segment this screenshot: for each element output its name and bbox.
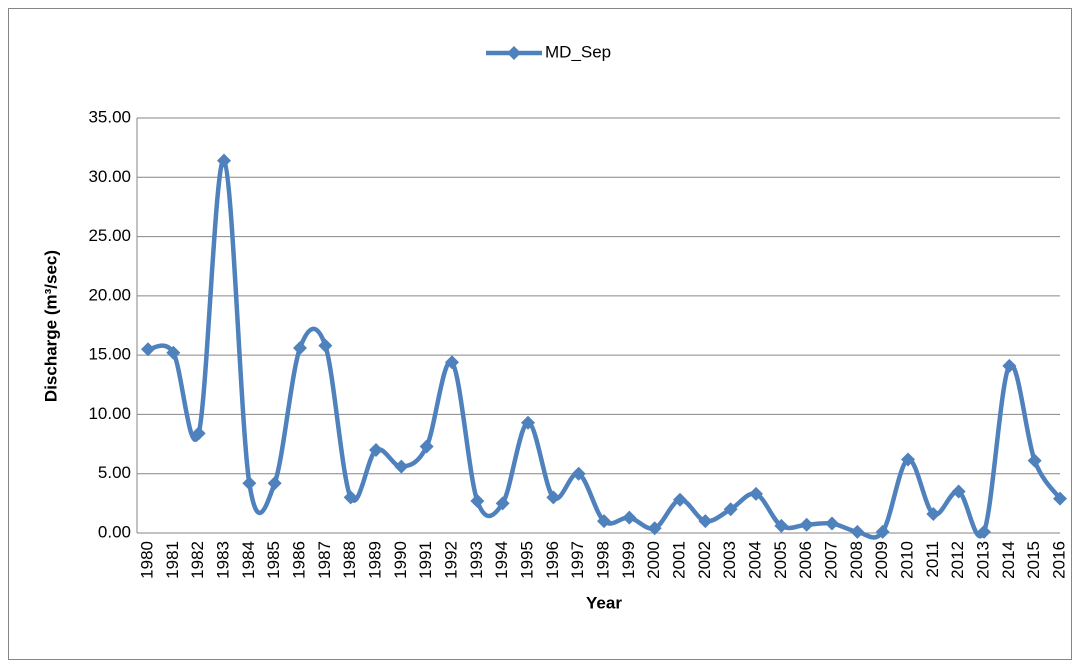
data-point xyxy=(191,426,206,441)
x-axis-title: Year xyxy=(586,593,622,612)
data-point xyxy=(521,415,535,430)
y-tick-label: 35.00 xyxy=(88,107,131,126)
data-point xyxy=(875,524,890,539)
y-tick-label: 0.00 xyxy=(98,522,131,541)
x-tick-label: 2007 xyxy=(821,541,840,579)
x-tick-label: 2006 xyxy=(796,541,815,579)
data-point xyxy=(647,521,662,536)
x-tick-label: 2003 xyxy=(720,541,739,579)
x-tick-label: 1992 xyxy=(441,541,460,579)
data-point xyxy=(141,342,155,357)
x-tick-label: 1999 xyxy=(619,541,638,579)
data-point xyxy=(799,517,814,532)
y-tick-label: 20.00 xyxy=(88,285,131,304)
x-tick-label: 2015 xyxy=(1024,541,1043,579)
x-tick-label: 1998 xyxy=(593,541,612,579)
x-tick-label: 2016 xyxy=(1049,541,1068,579)
x-tick-label: 1986 xyxy=(289,541,308,579)
x-tick-label: 2001 xyxy=(669,541,688,579)
x-tick-label: 2002 xyxy=(695,541,714,579)
x-tick-label: 1982 xyxy=(188,541,207,579)
x-tick-label: 2004 xyxy=(745,541,764,579)
x-tick-label: 1987 xyxy=(315,541,334,579)
x-tick-label: 2000 xyxy=(644,541,663,579)
data-point xyxy=(977,524,991,539)
data-point xyxy=(217,153,231,168)
x-tick-label: 1988 xyxy=(340,541,359,579)
data-point xyxy=(369,443,383,457)
data-point xyxy=(825,516,839,531)
data-point xyxy=(1027,453,1042,468)
data-point xyxy=(267,476,282,491)
x-tick-label: 1995 xyxy=(517,541,536,579)
data-point xyxy=(749,486,763,501)
data-point xyxy=(723,502,738,517)
data-point xyxy=(571,466,586,481)
data-point xyxy=(774,518,789,533)
data-point xyxy=(901,452,915,467)
x-tick-label: 2013 xyxy=(973,541,992,579)
x-tick-label: 1980 xyxy=(137,541,156,579)
data-point xyxy=(445,355,459,370)
x-tick-label: 2008 xyxy=(847,541,866,579)
y-tick-label: 30.00 xyxy=(88,167,131,186)
x-tick-label: 2014 xyxy=(999,541,1018,579)
data-point xyxy=(546,490,561,505)
data-point xyxy=(318,338,333,353)
x-tick-label: 1989 xyxy=(365,541,384,579)
legend-marker xyxy=(507,46,521,60)
data-point xyxy=(394,459,409,474)
y-tick-label: 15.00 xyxy=(88,345,131,364)
x-tick-label: 2005 xyxy=(771,541,790,579)
x-tick-label: 1991 xyxy=(416,541,435,579)
data-point xyxy=(850,524,865,539)
x-tick-label: 1981 xyxy=(163,541,182,579)
x-tick-label: 1984 xyxy=(239,541,258,579)
data-point xyxy=(343,490,358,505)
data-point xyxy=(419,439,434,454)
y-tick-label: 5.00 xyxy=(98,463,131,482)
chart-frame xyxy=(8,8,1072,660)
data-point xyxy=(926,507,941,522)
x-tick-label: 2011 xyxy=(923,541,942,578)
x-tick-label: 1997 xyxy=(568,541,587,579)
x-tick-label: 1985 xyxy=(264,541,283,579)
data-point xyxy=(293,341,307,356)
data-point xyxy=(495,496,510,511)
data-point xyxy=(698,514,713,529)
x-tick-label: 2012 xyxy=(948,541,967,579)
y-axis-title: Discharge (m³/sec) xyxy=(41,250,60,402)
x-tick-label: 2009 xyxy=(872,541,891,579)
data-point xyxy=(622,510,637,525)
data-point xyxy=(1002,358,1017,373)
data-point xyxy=(951,484,966,499)
y-tick-label: 10.00 xyxy=(88,404,131,423)
x-tick-label: 1990 xyxy=(391,541,410,579)
x-tick-label: 1993 xyxy=(467,541,486,579)
x-tick-label: 2010 xyxy=(897,541,916,579)
x-tick-label: 1994 xyxy=(492,541,511,579)
data-point xyxy=(673,492,687,507)
y-tick-label: 25.00 xyxy=(88,226,131,245)
data-point xyxy=(1053,491,1067,506)
x-tick-label: 1996 xyxy=(543,541,562,579)
data-point xyxy=(166,345,181,360)
data-point xyxy=(470,493,485,508)
x-tick-label: 1983 xyxy=(213,541,232,579)
data-point xyxy=(242,476,257,491)
data-point xyxy=(597,514,611,529)
legend-label: MD_Sep xyxy=(545,42,611,61)
